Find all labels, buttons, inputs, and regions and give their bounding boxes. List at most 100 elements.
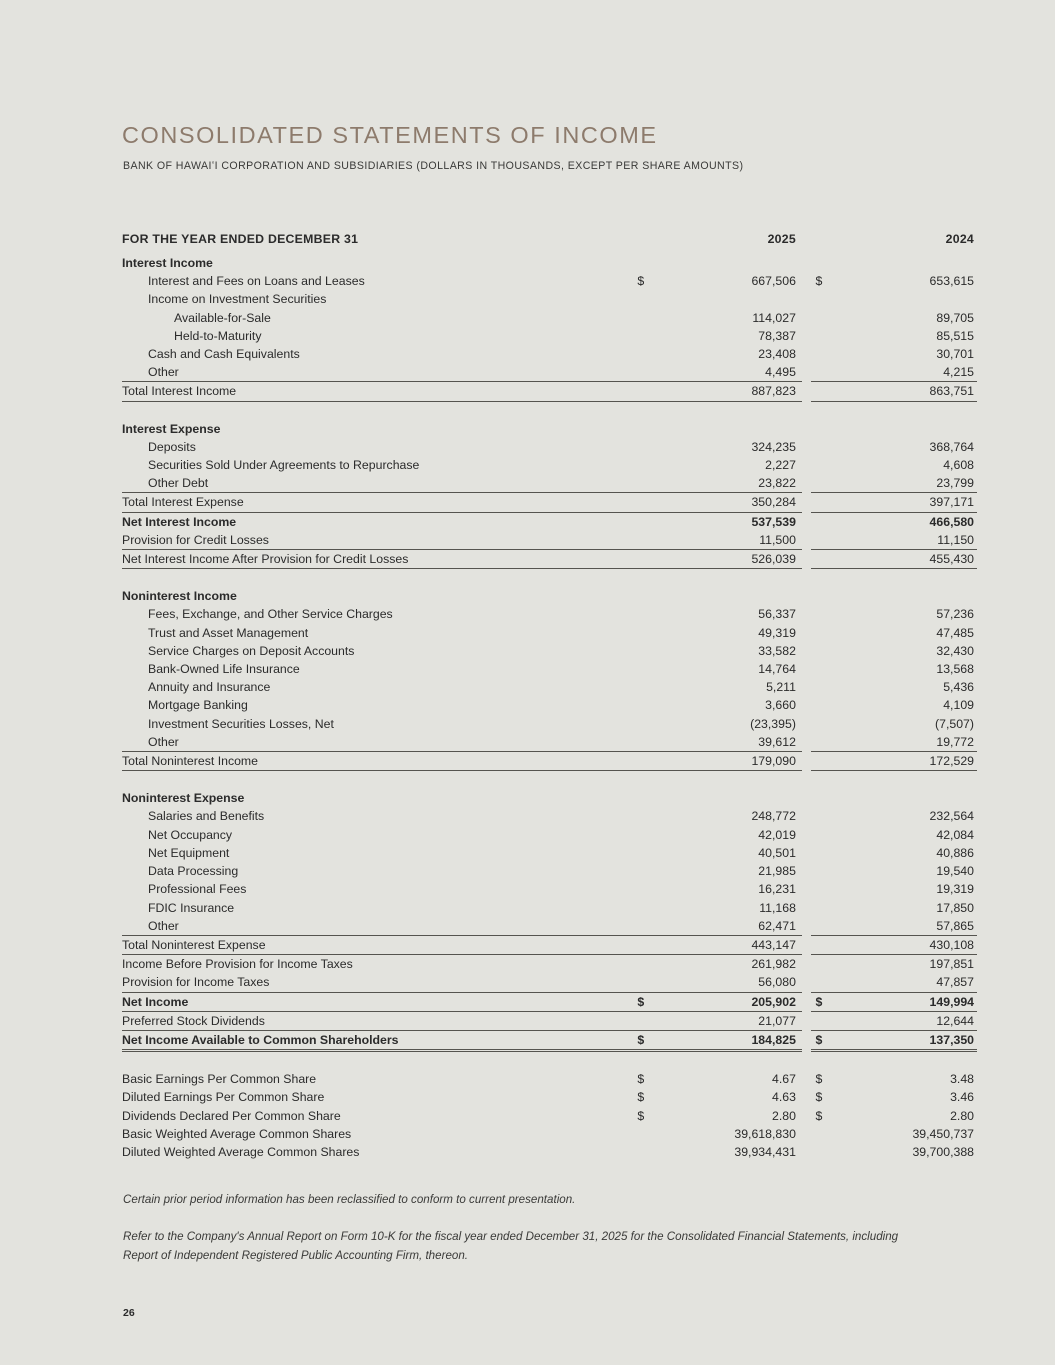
row-value-2024: 172,529	[842, 751, 977, 772]
row-value-2024: 368,764	[929, 439, 974, 454]
row-value-2025: 56,337	[758, 607, 796, 622]
table-row: Total Interest Income 887,823 863,751	[122, 381, 977, 402]
row-gap	[802, 290, 812, 308]
row-value-2025: 667,506	[751, 274, 796, 289]
row-currency-2024	[811, 715, 842, 733]
row-currency-2024	[811, 955, 842, 974]
row-value-2024: 89,705	[936, 310, 974, 325]
row-currency-2025	[633, 917, 664, 936]
table-row: Income Before Provision for Income Taxes…	[122, 955, 977, 974]
row-currency-2024	[811, 474, 842, 493]
row-currency-2024	[811, 862, 842, 880]
row-currency-2024	[811, 363, 842, 382]
table-row: Deposits 324,235 368,764	[122, 438, 977, 456]
table-row: Net Income $205,902 $149,994	[122, 991, 977, 1012]
row-label: Other	[148, 918, 179, 933]
row-value-2025: 443,147	[664, 934, 802, 956]
row-value-2025: 4.67	[771, 1072, 796, 1087]
row-value-2024: 32,430	[936, 643, 974, 658]
row-currency-2025	[633, 955, 664, 974]
row-currency-2024	[811, 826, 842, 844]
row-value-2024: 232,564	[929, 809, 974, 824]
row-label: Service Charges on Deposit Accounts	[148, 643, 355, 658]
table-row: Service Charges on Deposit Accounts 33,58…	[122, 642, 977, 660]
row-value-2024	[842, 254, 977, 272]
row-gap	[802, 345, 812, 363]
row-gap	[802, 1143, 812, 1161]
row-currency-2024	[811, 899, 842, 917]
row-gap	[802, 624, 812, 642]
table-row: Professional Fees 16,231 19,319	[122, 880, 977, 898]
row-label: Dividends Declared Per Common Share	[122, 1108, 341, 1123]
row-currency-2025	[633, 642, 664, 660]
row-currency-2024	[811, 1125, 842, 1143]
row-gap	[802, 512, 812, 531]
table-row: FDIC Insurance 11,168 17,850	[122, 899, 977, 917]
table-row: Trust and Asset Management 49,319 47,485	[122, 624, 977, 642]
table-row: Investment Securities Losses, Net (23,395…	[122, 715, 977, 733]
row-value-2025	[664, 420, 802, 438]
row-currency-2024	[811, 605, 842, 623]
row-gap	[802, 420, 812, 438]
row-value-2025: 14,764	[758, 662, 796, 677]
row-label: Data Processing	[148, 864, 239, 879]
row-value-2024	[842, 789, 977, 807]
table-row: Diluted Weighted Average Common Shares 39…	[122, 1143, 977, 1161]
table-row: Other 4,495 4,215	[122, 363, 977, 382]
row-currency-2025	[633, 290, 664, 308]
row-label: Interest Income	[122, 256, 213, 270]
row-value-2025: 11,168	[759, 900, 796, 915]
table-row: Basic Earnings Per Common Share $4.67 $3.4…	[122, 1070, 977, 1088]
row-currency-2025	[633, 751, 665, 772]
row-currency-2025	[633, 973, 664, 992]
row-value-2024: 40,886	[936, 845, 974, 860]
row-value-2024: 653,615	[929, 274, 974, 289]
row-value-2024: 57,236	[936, 607, 974, 622]
row-currency-2024	[811, 696, 842, 714]
row-currency-2025	[633, 789, 664, 807]
row-value-2025: 350,284	[664, 492, 802, 513]
row-currency-2025	[633, 733, 664, 752]
row-currency-2024: $	[811, 991, 843, 1012]
row-value-2024: 23,799	[936, 476, 974, 491]
row-value-2025: 56,080	[758, 975, 796, 990]
row-gap	[802, 605, 812, 623]
table-row: Data Processing 21,985 19,540	[122, 862, 977, 880]
row-currency-2025: $	[637, 1090, 645, 1105]
row-gap	[802, 531, 812, 550]
row-value-2024: 137,350	[842, 1029, 977, 1053]
row-label: Preferred Stock Dividends	[122, 1013, 265, 1028]
footnote: Refer to the Company's Annual Report on …	[123, 1230, 899, 1262]
row-gap	[802, 309, 812, 327]
row-value-2024: 30,701	[936, 347, 974, 362]
row-label: Income on Investment Securities	[148, 292, 327, 307]
row-label: Investment Securities Losses, Net	[148, 716, 334, 731]
row-currency-2025	[633, 934, 665, 956]
row-gap	[802, 678, 812, 696]
row-currency-2024	[811, 642, 842, 660]
row-label: Available-for-Sale	[174, 310, 271, 325]
row-value-2024: 397,171	[842, 492, 977, 513]
row-currency-2024	[811, 345, 842, 363]
row-currency-2024	[811, 660, 842, 678]
row-currency-2025	[633, 844, 664, 862]
row-value-2024: 430,108	[842, 934, 977, 956]
row-gap	[802, 917, 812, 936]
row-currency-2025	[633, 715, 664, 733]
row-gap	[802, 880, 812, 898]
row-currency-2025	[633, 363, 664, 382]
row-value-2024: 11,150	[937, 532, 974, 547]
row-label: Provision for Credit Losses	[122, 532, 269, 547]
row-value-2025: 114,027	[752, 310, 796, 325]
row-label: Interest Expense	[122, 421, 221, 436]
row-currency-2024	[811, 844, 842, 862]
row-label: Trust and Asset Management	[148, 625, 309, 640]
row-label: Total Interest Expense	[122, 492, 634, 513]
row-currency-2025	[633, 899, 664, 917]
row-value-2024: 197,851	[929, 957, 974, 972]
row-value-2024: 19,540	[936, 864, 974, 879]
row-currency-2025	[633, 309, 664, 327]
row-value-2025: 42,019	[758, 827, 796, 842]
row-value-2025: 2.80	[771, 1108, 796, 1123]
row-gap	[802, 363, 812, 382]
